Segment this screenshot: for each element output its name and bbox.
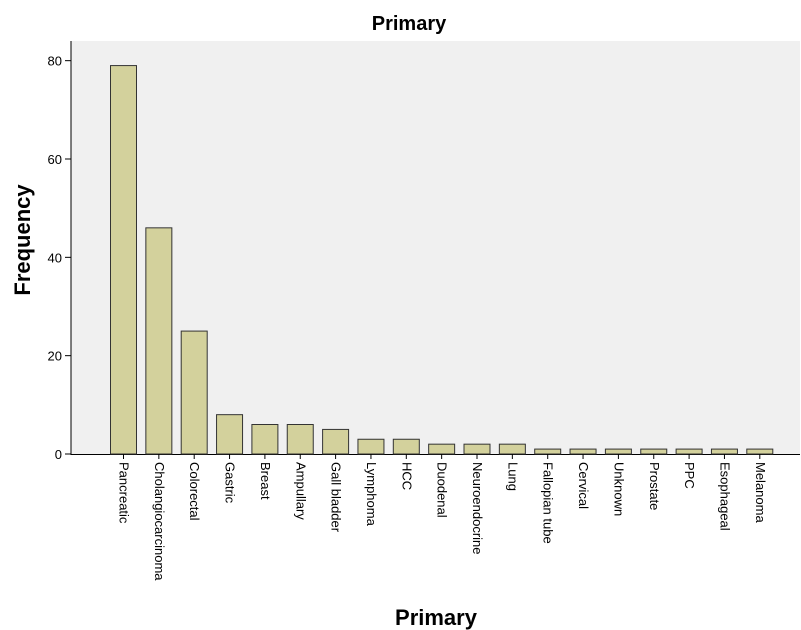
x-tick-label: Gastric [223, 462, 238, 504]
bar-prostate [640, 448, 668, 455]
bar-gall-bladder [322, 428, 350, 455]
bar-hcc [392, 438, 420, 455]
bar-unknown [604, 448, 632, 455]
x-tick-label: Cholangiocarcinoma [152, 462, 167, 581]
x-tick-label: Lymphoma [364, 462, 379, 527]
y-tick-label: 40 [48, 250, 62, 265]
bar-cholangiocarcinoma [145, 227, 173, 455]
x-tick-label: Gall bladder [329, 462, 344, 533]
y-tick-label: 20 [48, 349, 62, 364]
x-tick-label: Colorectal [187, 462, 202, 521]
x-tick-label: Neuroendocrine [470, 462, 485, 555]
bar-neuroendocrine [463, 443, 491, 455]
x-axis-label: Primary [395, 605, 478, 630]
bar-esophageal [710, 448, 738, 455]
bar-lymphoma [357, 438, 385, 455]
y-tick-label: 60 [48, 152, 62, 167]
x-tick-label: Cervical [576, 462, 591, 509]
y-tick-label: 0 [55, 447, 62, 462]
x-tick-label: Fallopian tube [541, 462, 556, 544]
x-tick-label: Duodenal [435, 462, 450, 518]
x-tick-label: Esophageal [717, 462, 732, 531]
x-tick-label: Lung [505, 462, 520, 491]
bar-fallopian-tube [534, 448, 562, 455]
x-tick-label: Melanoma [753, 462, 768, 523]
bar-lung [498, 443, 526, 455]
bar-duodenal [428, 443, 456, 455]
bar-pancreatic [110, 65, 137, 455]
bar-gastric [216, 414, 244, 455]
x-tick-label: Pancreatic [117, 462, 132, 524]
y-axis-label: Frequency [10, 184, 35, 296]
x-tick-label: PPC [682, 462, 697, 489]
y-tick-label: 80 [48, 54, 62, 69]
x-tick-label: HCC [399, 462, 414, 490]
x-tick-label: Ampullary [293, 462, 308, 520]
bar-cervical [569, 448, 597, 455]
x-tick-label: Breast [258, 462, 273, 500]
bar-melanoma [746, 448, 774, 455]
chart-title: Primary [372, 13, 447, 35]
x-axis-ticks: Pancreatic Cholangiocarcinoma Colorectal Ga… [117, 454, 768, 581]
bar-colorectal [180, 330, 208, 455]
bar-breast [251, 424, 279, 455]
y-axis-ticks: 0 20 40 60 80 [48, 54, 71, 462]
x-tick-label: Prostate [647, 462, 662, 510]
bar-ppc [675, 448, 703, 455]
x-tick-label: Unknown [611, 462, 626, 516]
bar-ampullary [286, 424, 314, 455]
plot-area [71, 41, 800, 454]
